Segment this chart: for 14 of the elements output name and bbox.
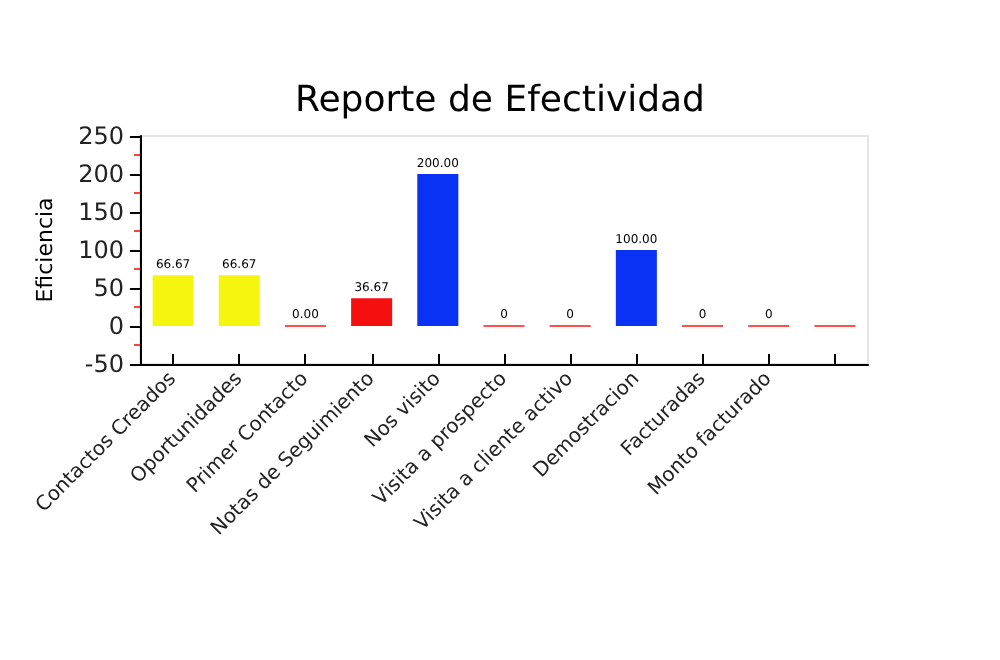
y-tick-label: 150 [78, 198, 124, 226]
y-tick-label: 250 [78, 122, 124, 150]
y-tick-label: 50 [93, 274, 124, 302]
bar [218, 275, 260, 326]
y-axis-title: Eficiencia [32, 197, 59, 303]
y-tick-label: -50 [84, 350, 124, 378]
y-tick-label: 0 [108, 312, 124, 340]
bar [152, 275, 194, 326]
y-tick-label: 200 [78, 160, 124, 188]
y-tick-label: 100 [78, 236, 124, 264]
chart-title: Reporte de Efectividad [295, 79, 705, 121]
bar [351, 298, 393, 326]
bar [615, 250, 657, 326]
bar [417, 174, 459, 326]
